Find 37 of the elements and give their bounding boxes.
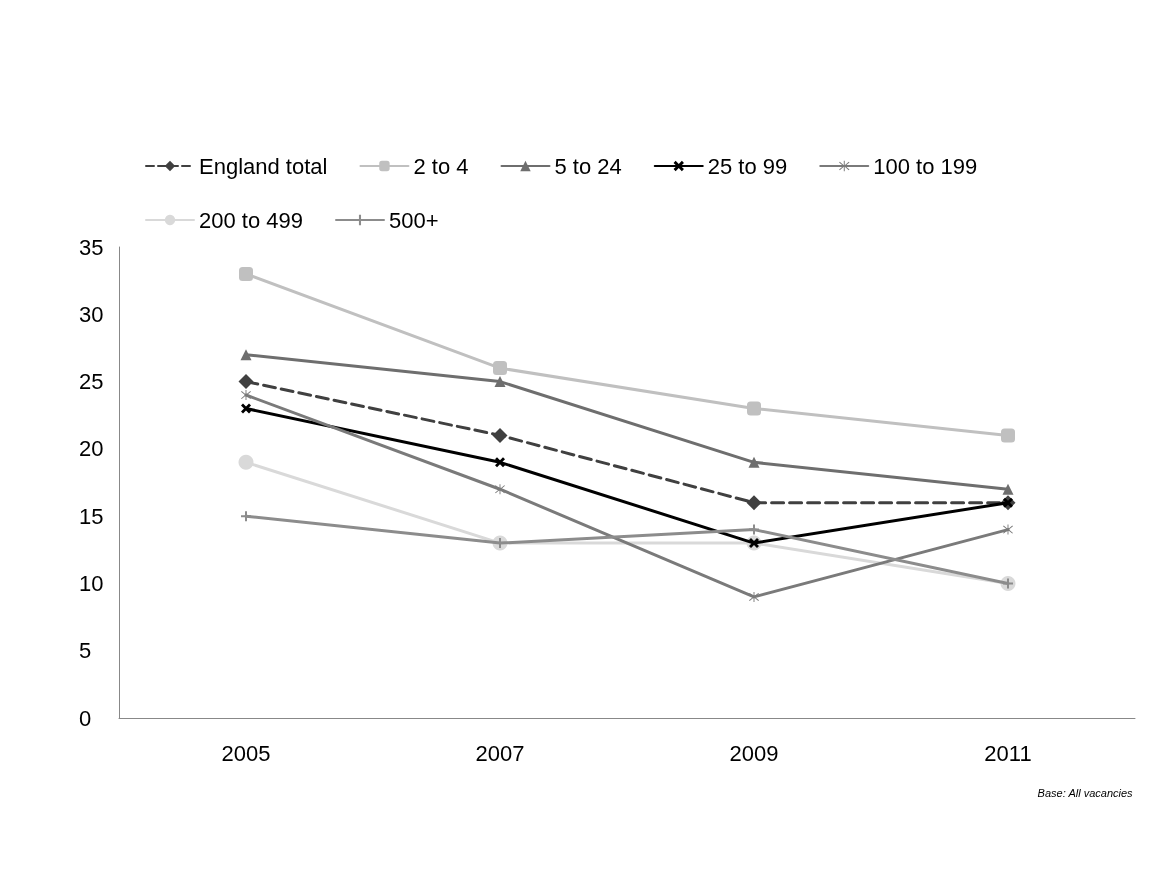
x-tick-label: 2005 xyxy=(221,740,271,766)
point xyxy=(1002,483,1014,495)
y-tick-label: 35 xyxy=(79,234,104,260)
point xyxy=(239,266,253,281)
point xyxy=(494,376,506,388)
point xyxy=(241,403,251,414)
x-tick-label: 2011 xyxy=(984,740,1032,766)
y-tick-label: 5 xyxy=(79,638,92,664)
y-tick-label: 30 xyxy=(79,301,104,327)
y-tick-label: 25 xyxy=(79,369,104,395)
point xyxy=(746,495,762,511)
y-tick-label: 10 xyxy=(79,570,104,596)
point xyxy=(492,427,508,443)
point xyxy=(241,390,251,401)
legend-label: 25 to 99 xyxy=(707,153,788,179)
point xyxy=(240,349,252,361)
point xyxy=(749,524,759,535)
x-tick-label: 2009 xyxy=(729,740,779,766)
point xyxy=(238,374,254,390)
x-tick-label: 2007 xyxy=(475,740,525,766)
point xyxy=(493,361,507,376)
point xyxy=(748,456,760,468)
legend-label: 100 to 199 xyxy=(873,153,978,179)
text: Base: All vacancies xyxy=(1037,786,1134,799)
point xyxy=(1001,428,1015,443)
y-tick-label: 0 xyxy=(79,705,92,731)
y-tick-label: 20 xyxy=(79,436,104,462)
point xyxy=(495,457,505,468)
point xyxy=(241,511,251,522)
point xyxy=(238,454,254,470)
legend-label: 500+ xyxy=(388,207,439,233)
y-tick-label: 15 xyxy=(79,503,104,529)
point xyxy=(747,401,761,416)
legend-label: 200 to 499 xyxy=(199,207,303,233)
legend-label: 2 to 4 xyxy=(413,153,469,179)
legend-label: 5 to 24 xyxy=(554,153,622,179)
legend-label: England total xyxy=(199,153,328,179)
